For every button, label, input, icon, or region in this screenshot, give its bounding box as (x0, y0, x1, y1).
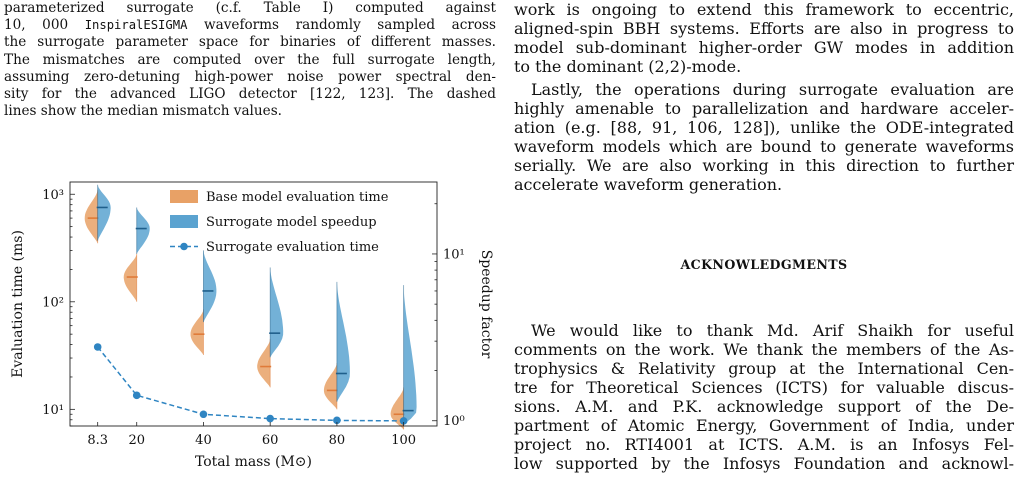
caption-line: parameterized surrogate (c.f. Table I) c… (4, 0, 496, 16)
surrogate-time-line (97, 346, 404, 422)
text-line: accelerate waveform generation. (514, 175, 783, 194)
legend-label: Base model evaluation time (206, 190, 389, 205)
surrogate-speedup-violin (136, 207, 150, 254)
section-heading: ACKNOWLEDGMENTS (680, 257, 848, 272)
x-axis-tick-label: 8.3 (87, 433, 108, 448)
base-evaluation-violin (390, 387, 404, 430)
paragraph-3: We would like to thank Md. Arif Shaikh f… (514, 321, 1014, 473)
x-axis-tick-label: 20 (128, 433, 145, 448)
text-line: ation (e.g. [88, 91, 106, 128]), unlike … (514, 118, 1014, 137)
text-line: We would like to thank Md. Arif Shaikh f… (531, 321, 1014, 340)
surrogate-speedup-violin (336, 281, 350, 402)
text-line: partment of Atomic Energy, Government of… (514, 416, 1014, 435)
text-line: trophysics & Relativity group at the Int… (514, 359, 1014, 378)
legend-swatch (170, 215, 198, 228)
x-axis-tick-label: 100 (391, 433, 416, 448)
paragraph-2: Lastly, the operations during surrogate … (514, 80, 1014, 194)
legend-label: Surrogate model speedup (206, 215, 377, 230)
base-evaluation-violin (323, 362, 337, 410)
surrogate-time-point (266, 414, 274, 423)
text-line: tre for Theoretical Sciences (ICTS) for … (514, 378, 1014, 397)
text-line: sions. A.M. and P.K. acknowledge support… (514, 397, 1014, 416)
caption-line: assuming zero-detuning high-power noise … (4, 68, 496, 85)
base-evaluation-violin (84, 189, 98, 244)
text-line: aligned-spin BBH systems. Efforts are al… (514, 19, 1014, 38)
evaluation-time-figure: 10¹ 10² 10³ 10⁰ 10¹ 8.3 20 40 60 80 100 Total mass … (10, 181, 494, 470)
legend-label: Surrogate evaluation time (206, 240, 379, 255)
left-axis-tick-label: 10¹ (42, 403, 64, 418)
text-line: work is ongoing to extend this framework… (514, 0, 1014, 19)
x-axis-tick-label: 80 (329, 433, 346, 448)
figure-caption: parameterized surrogate (c.f. Table I) c… (4, 0, 496, 120)
text-line: highly amenable to parallelization and h… (514, 99, 1014, 118)
legend-swatch-marker (180, 242, 188, 251)
caption-count: 10, 000 (4, 17, 85, 34)
caption-line: 10, 000 InspiralESIGMA waveforms randoml… (4, 17, 496, 34)
right-axis-tick-label: 10¹ (443, 247, 465, 262)
chart-legend: Base model evaluation time Surrogate mode… (170, 190, 389, 255)
x-axis-tick-label: 40 (195, 433, 212, 448)
caption-line: lines show the median mismatch values. (4, 103, 283, 120)
surrogate-time-point (199, 410, 208, 419)
left-axis-tick-label: 10² (42, 295, 64, 310)
surrogate-speedup-violin (203, 250, 217, 323)
text-line: low supported by the Infosys Foundation … (514, 454, 1014, 473)
text-line: to the dominant (2,2)-mode. (514, 57, 742, 76)
surrogate-speedup-violin (403, 285, 417, 425)
left-axis-tick-label: 10³ (42, 188, 64, 203)
x-axis-tick-label: 60 (262, 433, 279, 448)
paragraph-1: work is ongoing to extend this framework… (514, 0, 1014, 76)
surrogate-time-point (399, 417, 408, 425)
caption-line: the surrogate parameter space for binari… (4, 34, 496, 51)
x-axis-label: Total mass (M⊙) (195, 454, 312, 470)
caption-line: sity for the advanced LIGO detector [122… (4, 86, 496, 103)
legend-swatch (170, 190, 198, 203)
surrogate-time-point (93, 343, 102, 351)
caption-line-rest: waveforms randomly sampled across (187, 17, 496, 34)
surrogate-speedup-violin (97, 184, 111, 241)
caption-model-name: InspiralESIGMA (84, 18, 188, 33)
base-evaluation-violin (257, 339, 271, 388)
text-line: comments on the work. We thank the membe… (514, 340, 1014, 359)
right-axis-label: Speedup factor (478, 250, 494, 359)
text-line: project no. RTI4001 at ICTS. A.M. is an … (514, 435, 1014, 454)
right-axis-tick-label: 10⁰ (443, 414, 465, 429)
text-line: model sub-dominant higher-order GW modes… (514, 38, 1014, 57)
caption-line: The mismatches are computed over the ful… (4, 51, 496, 68)
text-line: serially. We are also working in this di… (514, 156, 1014, 175)
base-evaluation-violin (190, 309, 204, 356)
surrogate-time-point (132, 391, 141, 400)
surrogate-time-point (333, 416, 341, 425)
text-line: waveform models which are bound to gener… (514, 137, 1014, 156)
left-axis-label: Evaluation time (ms) (10, 230, 26, 378)
text-line: Lastly, the operations during surrogate … (531, 80, 1014, 99)
surrogate-speedup-violin (270, 267, 284, 358)
